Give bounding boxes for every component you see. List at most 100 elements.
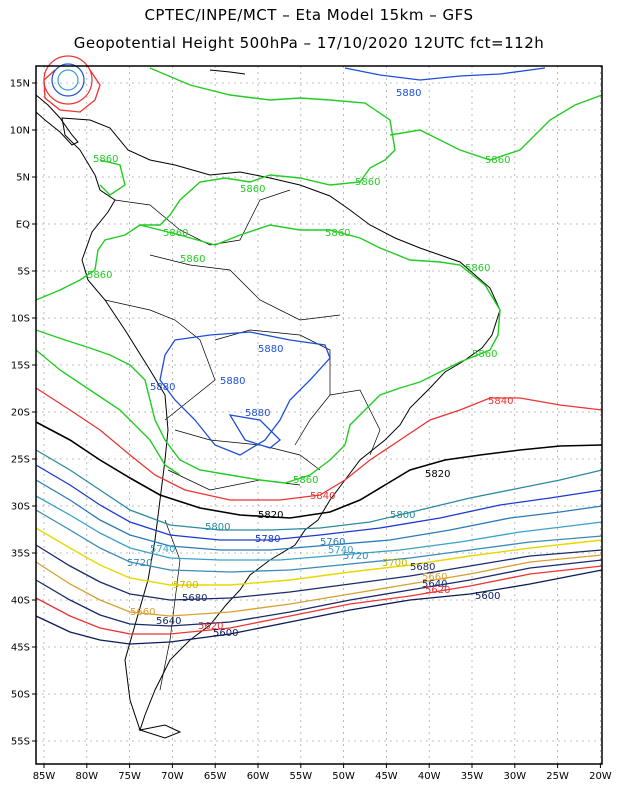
lat-label: 5S [17,267,30,278]
title-line-1: CPTEC/INPE/MCT – Eta Model 15km – GFS [144,6,474,24]
label-5800: 5800 [205,522,230,533]
label-5640: 5640 [156,616,181,627]
contour-5720 [35,509,603,573]
label-5760: 5760 [320,537,345,548]
contour-5600 [35,569,603,645]
south-america-coast [61,117,501,732]
lon-label: 55W [289,771,312,782]
contour-5680 [35,544,603,601]
lat-label: 35S [11,549,30,560]
caribbean-island [209,69,246,75]
label-5600: 5600 [213,628,238,639]
label-5860: 5860 [355,177,380,188]
lat-label: 15S [11,361,30,372]
lon-label: 80W [75,771,98,782]
contour-labels: 5880 5880 5880 5880 5880 5860 5860 5860 … [87,88,513,639]
label-5860: 5860 [87,270,112,281]
lat-label: 20S [11,408,30,419]
label-5660: 5660 [130,607,155,618]
lat-label: 5N [16,173,30,184]
label-5860: 5860 [93,154,118,165]
lon-label: 40W [418,771,441,782]
lat-label: 45S [11,643,30,654]
label-5860: 5860 [163,228,188,239]
contour-5800 [35,449,603,531]
label-5620: 5620 [198,621,223,632]
lat-label: EQ [16,220,30,231]
label-5700: 5700 [382,558,407,569]
latitude-labels: 15N 10N 5N EQ 5S 10S 15S 20S 25S 30S 35S 40S 45S 50S 5… [10,79,30,748]
label-5740: 5740 [328,545,353,556]
label-5700: 5700 [173,580,198,591]
contour-5740 [35,495,603,561]
low-pressure-rings [43,55,93,105]
lat-label: 10S [11,314,30,325]
lat-label: 15N [10,79,30,90]
lon-label: 25W [546,771,569,782]
label-5680: 5680 [182,593,207,604]
contour-5860 [35,67,603,484]
label-5880: 5880 [258,344,283,355]
label-5860: 5860 [465,263,490,274]
label-5840: 5840 [488,396,513,407]
label-5820: 5820 [258,510,283,521]
contour-5700 [35,527,603,586]
label-5620: 5620 [425,585,450,596]
label-5860: 5860 [472,349,497,360]
lat-label: 40S [11,596,30,607]
label-5880: 5880 [396,88,421,99]
label-5640: 5640 [422,579,447,590]
contour-5780 [35,464,603,541]
label-5720: 5720 [343,551,368,562]
label-5840: 5840 [310,491,335,502]
contour-5840 [35,69,603,501]
lon-label: 45W [375,771,398,782]
axis-ticks [32,82,601,768]
longitude-labels: 85W 80W 75W 70W 65W 60W 55W 50W 45W 40W 35W 30W 25W 2… [33,771,612,782]
lon-label: 75W [118,771,141,782]
label-5720: 5720 [127,558,152,569]
label-5820: 5820 [425,469,450,480]
label-5860: 5860 [485,155,510,166]
lon-label: 60W [247,771,270,782]
lat-label: 30S [11,502,30,513]
label-5880: 5880 [150,382,175,393]
label-5600: 5600 [475,591,500,602]
label-5860: 5860 [240,184,265,195]
title-line-2: Geopotential Height 500hPa – 17/10/2020 … [73,34,545,52]
label-5880: 5880 [245,408,270,419]
contour-5880 [159,67,546,456]
lon-label: 20W [589,771,612,782]
lat-label: 25S [11,455,30,466]
contour-5820 [35,421,603,519]
contour-5640 [35,559,603,627]
lon-label: 35W [461,771,484,782]
lon-label: 70W [161,771,184,782]
lon-label: 30W [503,771,526,782]
central-america-coast [35,94,79,146]
tierra-del-fuego [138,724,182,739]
coastline [35,69,501,739]
lat-label: 10N [10,126,30,137]
label-5860: 5860 [325,228,350,239]
lon-label: 65W [204,771,227,782]
label-5860: 5860 [180,254,205,265]
label-5680: 5680 [410,562,435,573]
contour-5620 [35,565,603,635]
graticule [36,66,602,764]
lon-label: 50W [332,771,355,782]
label-5740: 5740 [150,544,175,555]
lat-label: 50S [11,690,30,701]
label-5780: 5780 [255,534,280,545]
lat-label: 55S [11,737,30,748]
lon-label: 85W [33,771,56,782]
label-5660: 5660 [422,572,447,583]
contour-5760 [35,479,603,551]
label-5800: 5800 [390,510,415,521]
label-5880: 5880 [220,376,245,387]
label-5860: 5860 [293,475,318,486]
contour-5660 [35,554,603,617]
map-frame [35,65,603,765]
